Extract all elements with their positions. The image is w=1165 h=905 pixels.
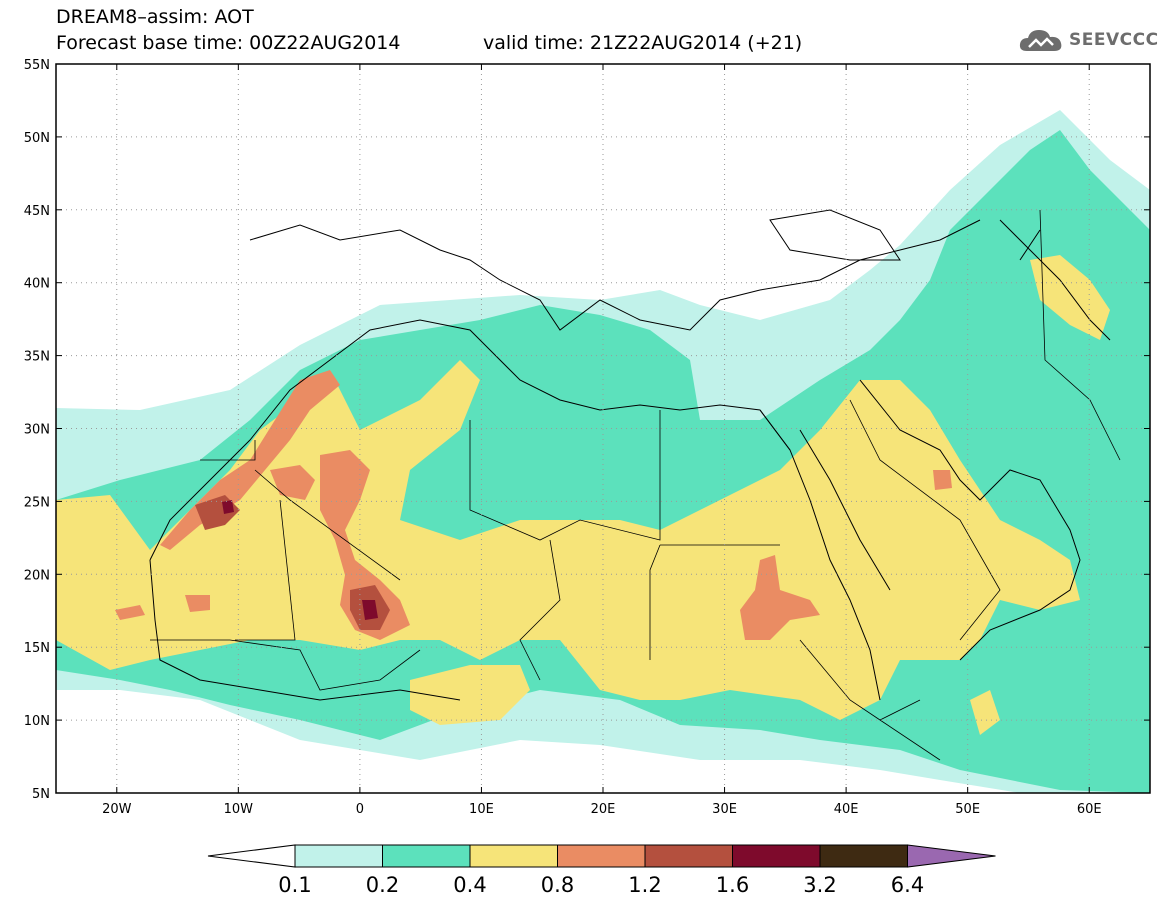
lat-tick-label: 45N xyxy=(24,204,50,219)
lat-tick-label: 40N xyxy=(24,277,50,292)
colorbar-under-triangle xyxy=(207,844,296,868)
aot-field xyxy=(56,110,1150,793)
colorbar-bin xyxy=(732,844,821,868)
coastline-west-africa xyxy=(149,559,461,701)
cloud-icon xyxy=(1019,30,1062,51)
lat-tick-label: 35N xyxy=(24,350,50,365)
lat-tick-label: 20N xyxy=(24,568,50,583)
lon-tick-label: 20E xyxy=(591,802,616,817)
aot-band-0.4-gulf xyxy=(1030,255,1110,340)
border-egypt-sudan xyxy=(649,544,780,660)
colorbar-bin xyxy=(469,844,558,868)
border-sahara-north xyxy=(200,440,401,641)
colorbar-label: 0.4 xyxy=(453,873,486,897)
colorbar-over-triangle xyxy=(907,844,996,868)
lon-tick-label: 30E xyxy=(712,802,737,817)
colorbar: 0.1 0.2 0.4 0.8 1.2 1.6 3.2 6.4 xyxy=(207,844,996,897)
aot-band-0.4 xyxy=(56,360,1080,720)
border-iran xyxy=(1039,209,1121,461)
colorbar-bin xyxy=(557,844,646,868)
aot-band-1.6 xyxy=(362,600,378,620)
map-title: DREAM8–assim: AOT xyxy=(56,6,254,28)
lat-tick-label: 30N xyxy=(24,423,50,438)
coastlines xyxy=(149,209,1111,701)
coastline-red-sea xyxy=(759,409,891,701)
colorbar-label: 1.6 xyxy=(716,873,749,897)
forecast-base-time: Forecast base time: 00Z22AUG2014 xyxy=(56,32,401,54)
aot-band-0.8-sudan xyxy=(740,555,820,640)
aot-band-0.8-arabia xyxy=(933,470,952,490)
lon-tick-label: 40E xyxy=(834,802,859,817)
seevccc-logo: SEEVCCC xyxy=(1017,25,1159,55)
axis-ticks: 20W 10W 0 10E 20E 30E 40E 50E 60E 5N 10N 15N 20N 25N 3… xyxy=(24,58,1150,817)
lat-tick-label: 10N xyxy=(24,714,50,729)
lon-tick-label: 60E xyxy=(1077,802,1102,817)
colorbar-bin xyxy=(819,844,908,868)
lon-tick-label: 20W xyxy=(102,802,132,817)
border-west-africa xyxy=(150,639,421,691)
lat-tick-label: 25N xyxy=(24,495,50,510)
colorbar-label: 1.2 xyxy=(628,873,661,897)
logo-text: SEEVCCC xyxy=(1069,30,1159,50)
lon-tick-label: 10E xyxy=(469,802,494,817)
lon-tick-label: 10W xyxy=(224,802,254,817)
colorbar-label: 0.2 xyxy=(366,873,399,897)
coastline-black-sea xyxy=(769,209,901,261)
border-arabia xyxy=(849,399,1001,641)
country-borders xyxy=(150,209,1121,761)
colorbar-label: 3.2 xyxy=(803,873,836,897)
colorbar-label: 0.1 xyxy=(278,873,311,897)
aot-band-0.8-mauritania xyxy=(115,605,145,620)
aot-band-0.8-mali xyxy=(185,595,210,612)
lat-tick-label: 50N xyxy=(24,131,50,146)
colorbar-label: 0.8 xyxy=(541,873,574,897)
lat-tick-label: 55N xyxy=(24,58,50,73)
colorbar-bin xyxy=(382,844,471,868)
aot-band-0.8-algeria xyxy=(270,465,315,500)
lon-tick-label: 0 xyxy=(356,802,364,817)
aot-band-0.4-sahel-south xyxy=(410,665,530,725)
lat-tick-label: 5N xyxy=(32,787,50,802)
aot-band-1.6-wsahara xyxy=(222,500,234,514)
coastline-caspian xyxy=(999,219,1111,341)
coastline-arabia xyxy=(859,379,1081,661)
border-east-africa xyxy=(799,639,941,761)
border-libya xyxy=(469,410,661,541)
aot-band-0.8-central xyxy=(320,450,410,640)
aot-band-0.4-horn xyxy=(970,690,1000,735)
valid-time: valid time: 21Z22AUG2014 (+21) xyxy=(483,32,803,54)
lat-tick-label: 15N xyxy=(24,641,50,656)
colorbar-bin xyxy=(644,844,733,868)
colorbar-bin xyxy=(294,844,383,868)
border-chad xyxy=(519,539,561,681)
colorbar-label: 6.4 xyxy=(891,873,924,897)
coastline-africa-north xyxy=(149,319,791,561)
lon-tick-label: 50E xyxy=(955,802,980,817)
